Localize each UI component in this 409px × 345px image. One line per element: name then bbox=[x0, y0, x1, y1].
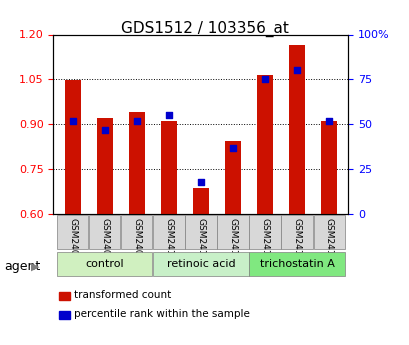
Text: retinoic acid: retinoic acid bbox=[166, 259, 235, 269]
Text: agent: agent bbox=[4, 260, 40, 273]
Text: GSM24054: GSM24054 bbox=[100, 218, 109, 267]
FancyBboxPatch shape bbox=[57, 215, 88, 249]
Text: transformed count: transformed count bbox=[74, 290, 171, 300]
FancyBboxPatch shape bbox=[57, 252, 152, 276]
Text: GSM24144: GSM24144 bbox=[196, 218, 205, 267]
FancyBboxPatch shape bbox=[89, 215, 120, 249]
FancyBboxPatch shape bbox=[153, 215, 184, 249]
Point bbox=[229, 145, 236, 150]
Text: GDS1512 / 103356_at: GDS1512 / 103356_at bbox=[121, 21, 288, 37]
Point bbox=[261, 77, 268, 82]
Point bbox=[69, 118, 76, 124]
Point bbox=[165, 112, 172, 118]
FancyBboxPatch shape bbox=[313, 215, 344, 249]
Bar bbox=[97, 118, 112, 214]
Text: GSM24148: GSM24148 bbox=[324, 218, 333, 267]
Text: trichostatin A: trichostatin A bbox=[259, 259, 334, 269]
FancyBboxPatch shape bbox=[153, 252, 248, 276]
FancyBboxPatch shape bbox=[249, 215, 280, 249]
Point bbox=[197, 179, 204, 184]
Point bbox=[101, 127, 108, 132]
FancyBboxPatch shape bbox=[217, 215, 248, 249]
Text: ▶: ▶ bbox=[31, 262, 39, 271]
Text: GSM24055: GSM24055 bbox=[132, 218, 141, 267]
Bar bbox=[192, 188, 209, 214]
Point bbox=[293, 68, 300, 73]
Text: GSM24143: GSM24143 bbox=[164, 218, 173, 267]
Point bbox=[133, 118, 139, 124]
Bar bbox=[288, 45, 304, 214]
Bar bbox=[160, 121, 176, 214]
Text: GSM24145: GSM24145 bbox=[228, 218, 237, 267]
Bar bbox=[64, 80, 81, 214]
Text: control: control bbox=[85, 259, 124, 269]
Text: GSM24053: GSM24053 bbox=[68, 218, 77, 267]
FancyBboxPatch shape bbox=[121, 215, 152, 249]
Point bbox=[325, 118, 332, 124]
Text: GSM24147: GSM24147 bbox=[292, 218, 301, 267]
Bar bbox=[320, 121, 337, 214]
Text: percentile rank within the sample: percentile rank within the sample bbox=[74, 309, 249, 319]
Bar bbox=[225, 141, 240, 214]
Bar bbox=[128, 112, 144, 214]
Text: GSM24146: GSM24146 bbox=[260, 218, 269, 267]
FancyBboxPatch shape bbox=[185, 215, 216, 249]
FancyBboxPatch shape bbox=[281, 215, 312, 249]
Bar bbox=[256, 75, 272, 214]
FancyBboxPatch shape bbox=[249, 252, 344, 276]
